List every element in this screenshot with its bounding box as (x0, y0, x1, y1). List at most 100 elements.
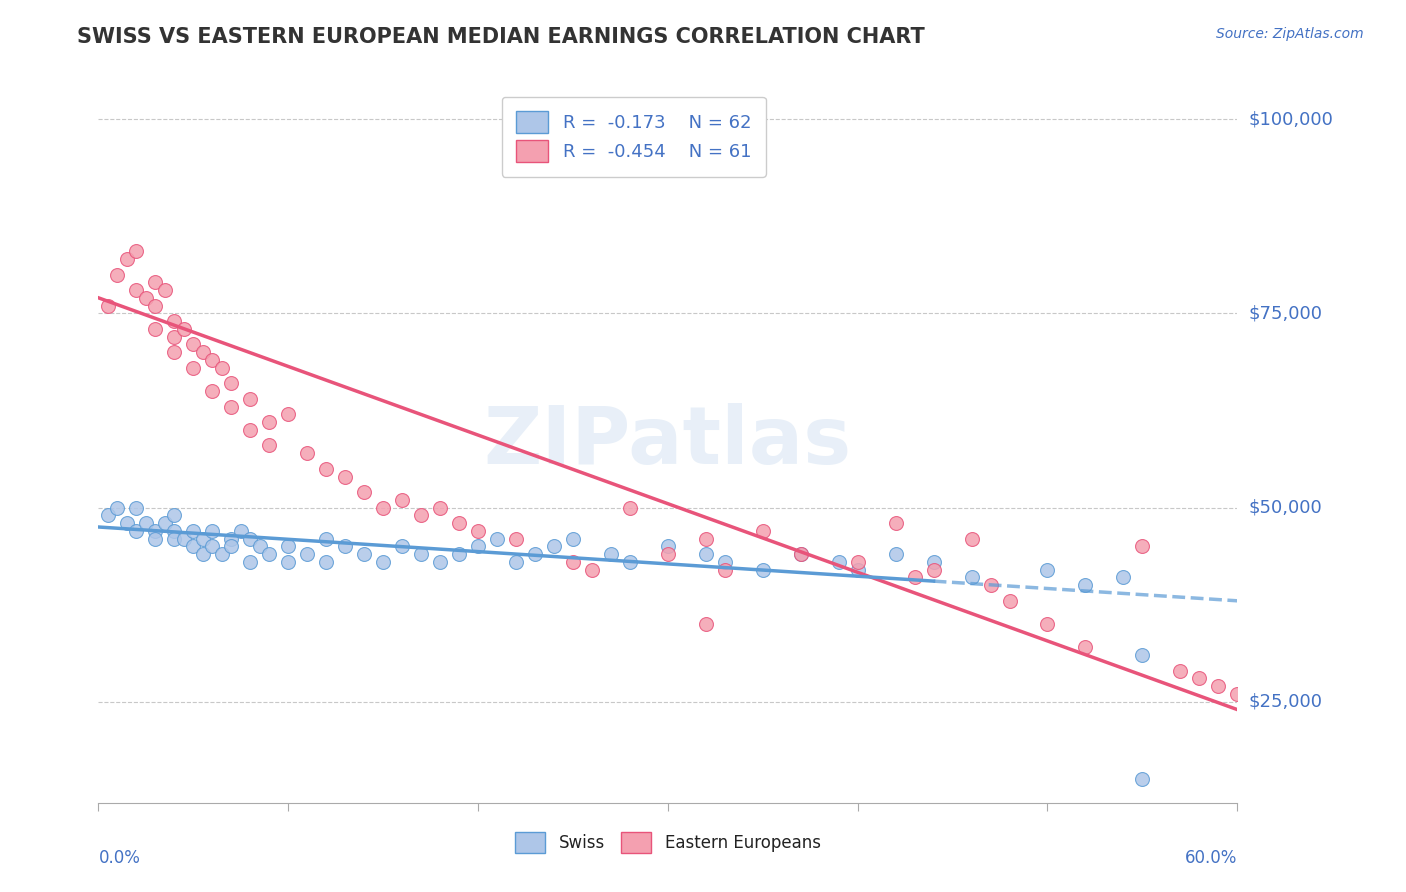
Point (315, 555, 337, 569)
Text: 0.0%: 0.0% (98, 849, 141, 867)
Point (391, 540, 413, 554)
Point (562, 532, 585, 546)
Point (201, 353, 224, 368)
Point (145, 275, 167, 289)
Point (315, 461, 337, 475)
Point (429, 555, 451, 569)
Point (1188, 672, 1211, 686)
Point (153, 283, 176, 297)
Point (201, 524, 224, 538)
Point (163, 345, 186, 359)
Point (353, 485, 375, 500)
Point (960, 532, 983, 546)
Point (846, 563, 869, 577)
Point (221, 376, 243, 391)
Point (125, 500, 148, 515)
Point (1132, 540, 1154, 554)
Point (449, 516, 471, 530)
Point (790, 547, 813, 561)
Point (335, 469, 357, 483)
Point (239, 423, 262, 437)
Point (562, 555, 585, 569)
Point (467, 524, 489, 538)
Point (97, 508, 120, 523)
Point (1036, 617, 1059, 632)
Point (173, 532, 195, 546)
Point (657, 540, 679, 554)
Point (884, 547, 907, 561)
Point (239, 555, 262, 569)
Point (163, 329, 186, 343)
Point (998, 594, 1021, 608)
Point (411, 547, 433, 561)
Point (505, 555, 527, 569)
Text: Source: ZipAtlas.com: Source: ZipAtlas.com (1216, 27, 1364, 41)
Point (619, 500, 641, 515)
Point (115, 516, 138, 530)
Point (183, 540, 205, 554)
Point (173, 322, 195, 336)
Point (429, 500, 451, 515)
Text: $100,000: $100,000 (1249, 110, 1333, 128)
Point (201, 384, 224, 398)
Legend: Swiss, Eastern Europeans: Swiss, Eastern Europeans (509, 826, 827, 860)
Point (259, 438, 281, 452)
Point (486, 532, 509, 546)
Point (221, 532, 243, 546)
Point (145, 299, 167, 313)
Point (115, 252, 138, 266)
Point (183, 524, 205, 538)
Point (1132, 648, 1154, 663)
Point (183, 360, 205, 375)
Point (371, 500, 394, 515)
Point (249, 540, 271, 554)
Point (581, 563, 603, 577)
Point (335, 540, 357, 554)
Point (229, 524, 252, 538)
Point (1226, 687, 1249, 701)
Point (277, 408, 299, 422)
Point (714, 555, 737, 569)
Point (790, 547, 813, 561)
Point (1132, 772, 1154, 787)
Text: $75,000: $75,000 (1249, 304, 1323, 322)
Point (714, 563, 737, 577)
Point (191, 547, 214, 561)
Point (884, 516, 907, 530)
Point (752, 524, 775, 538)
Point (600, 547, 623, 561)
Point (619, 555, 641, 569)
Point (163, 508, 186, 523)
Text: ZIPatlas: ZIPatlas (484, 402, 852, 481)
Point (201, 540, 224, 554)
Point (191, 345, 214, 359)
Point (163, 314, 186, 328)
Point (1208, 679, 1230, 693)
Point (211, 547, 233, 561)
Point (135, 516, 157, 530)
Point (1112, 570, 1135, 584)
Point (145, 532, 167, 546)
Point (97, 299, 120, 313)
Point (277, 540, 299, 554)
Point (846, 555, 869, 569)
Point (145, 322, 167, 336)
Point (695, 617, 717, 632)
Point (277, 555, 299, 569)
Point (371, 555, 394, 569)
Point (153, 516, 176, 530)
Point (391, 492, 413, 507)
Point (107, 268, 129, 282)
Point (922, 555, 945, 569)
Point (1036, 563, 1059, 577)
Point (828, 555, 851, 569)
Point (221, 400, 243, 414)
Point (315, 532, 337, 546)
Point (211, 360, 233, 375)
Point (353, 547, 375, 561)
Point (979, 578, 1001, 592)
Point (524, 547, 547, 561)
Point (125, 283, 148, 297)
Point (163, 532, 186, 546)
Point (221, 540, 243, 554)
